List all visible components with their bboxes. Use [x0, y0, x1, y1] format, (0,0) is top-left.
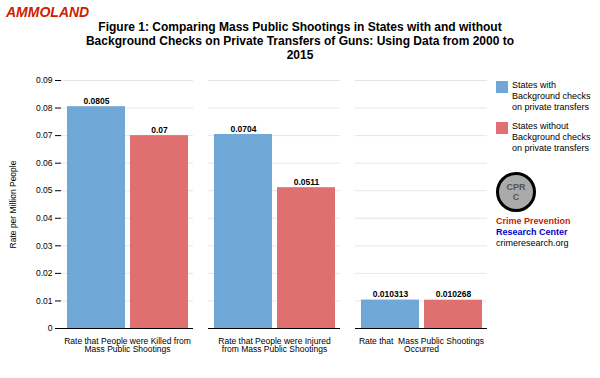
svg-text:Rate that People were Injuredf: Rate that People were Injuredfrom Mass P… — [218, 336, 331, 355]
svg-text:0.01: 0.01 — [36, 296, 53, 306]
svg-text:0: 0 — [48, 323, 53, 333]
svg-text:0.0511: 0.0511 — [294, 177, 320, 187]
svg-text:0.010313: 0.010313 — [373, 289, 409, 299]
svg-text:0.07: 0.07 — [36, 130, 53, 140]
svg-text:0.05: 0.05 — [36, 185, 53, 195]
html-text:States without Background chec: States without Background checks on priv… — [512, 121, 591, 153]
html-text:AMMOLAND: AMMOLAND — [6, 4, 90, 20]
html-text:Figure 1: Comparing Mass Publi: Figure 1: Comparing Mass Public Shooting… — [85, 20, 514, 62]
svg-text:0.06: 0.06 — [36, 158, 53, 168]
svg-text:0.010268: 0.010268 — [436, 289, 472, 299]
svg-text:0.03: 0.03 — [36, 241, 53, 251]
html-text:crimeresearch.org: crimeresearch.org — [496, 238, 569, 248]
svg-text:0.0805: 0.0805 — [84, 96, 110, 106]
html-text:Research Center: Research Center — [496, 227, 568, 237]
svg-text:Rate per Million People: Rate per Million People — [8, 160, 18, 248]
html-text:Crime Prevention: Crime Prevention — [496, 216, 571, 226]
svg-text:0.0704: 0.0704 — [231, 124, 257, 134]
html-text:CPR C: CPR C — [506, 182, 526, 202]
svg-text:0.08: 0.08 — [36, 103, 53, 113]
svg-text:0.02: 0.02 — [36, 268, 53, 278]
svg-text:0.04: 0.04 — [36, 213, 53, 223]
svg-text:Rate that Mass Public Shootin: Rate that Mass Public ShootingsOccurred — [359, 336, 484, 355]
svg-text:Rate that People were Killed f: Rate that People were Killed fromMass Pu… — [64, 336, 191, 355]
svg-text:0.09: 0.09 — [36, 75, 53, 85]
svg-text:0.07: 0.07 — [151, 125, 168, 135]
html-text:States with Background checks: States with Background checks on private… — [512, 80, 591, 112]
